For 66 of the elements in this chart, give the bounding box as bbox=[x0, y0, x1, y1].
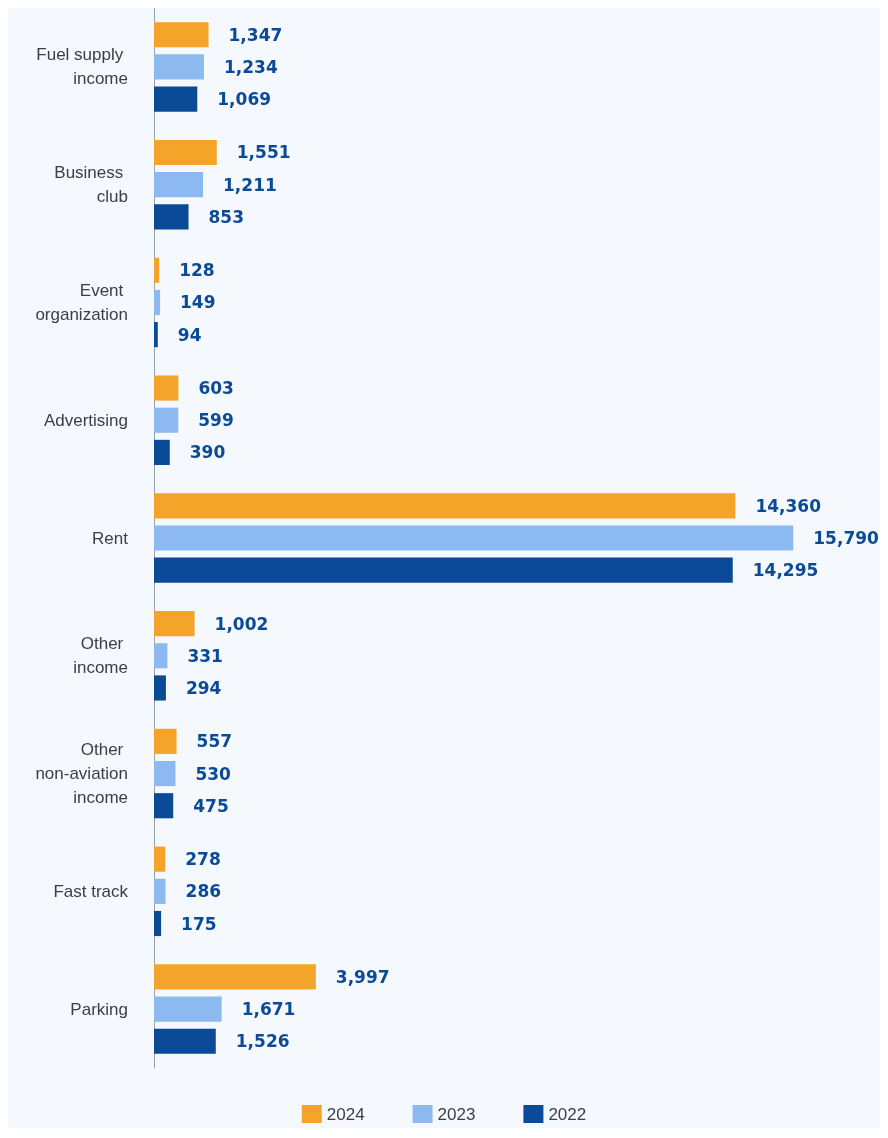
data-label: 1,551 bbox=[236, 142, 291, 163]
bar bbox=[154, 910, 162, 937]
data-label: 175 bbox=[181, 913, 217, 934]
data-label: 1,211 bbox=[223, 174, 277, 195]
y-tick-label: Business club bbox=[54, 163, 128, 207]
bar bbox=[154, 407, 179, 433]
data-label: 149 bbox=[180, 292, 216, 313]
bar bbox=[154, 996, 222, 1022]
data-label: 599 bbox=[198, 410, 234, 431]
y-tick-label: Event organization bbox=[35, 280, 128, 324]
bar bbox=[154, 375, 179, 401]
data-label: 331 bbox=[187, 645, 223, 666]
data-label: 557 bbox=[196, 731, 233, 752]
bar bbox=[154, 22, 209, 48]
data-label: 475 bbox=[193, 795, 229, 816]
bar bbox=[154, 760, 176, 787]
y-tick-label: Rent bbox=[92, 528, 129, 548]
data-label: 3,997 bbox=[335, 966, 390, 987]
data-label: 1,347 bbox=[228, 24, 283, 45]
data-label: 1,526 bbox=[235, 1031, 290, 1052]
bar bbox=[154, 139, 217, 166]
legend-label: 2023 bbox=[437, 1104, 476, 1124]
bar bbox=[154, 439, 170, 465]
bar bbox=[154, 964, 316, 990]
legend-label: 2024 bbox=[326, 1104, 365, 1124]
bar bbox=[154, 493, 736, 519]
data-label: 128 bbox=[179, 260, 215, 281]
bar bbox=[154, 643, 168, 669]
data-label: 1,671 bbox=[241, 999, 296, 1020]
bar bbox=[154, 86, 198, 112]
y-tick-label: Fuel supply income bbox=[36, 45, 128, 89]
bar bbox=[154, 611, 195, 637]
y-tick-label: Fast track bbox=[53, 881, 129, 901]
data-label: 14,295 bbox=[752, 560, 819, 581]
data-label: 278 bbox=[185, 849, 221, 870]
bar bbox=[154, 322, 158, 348]
y-tick-label: Other income bbox=[73, 634, 128, 678]
data-label: 294 bbox=[185, 677, 222, 698]
bar bbox=[154, 793, 174, 819]
data-label: 390 bbox=[189, 442, 226, 463]
bar bbox=[154, 204, 189, 230]
bar bbox=[154, 846, 166, 872]
data-label: 286 bbox=[185, 881, 222, 902]
bar bbox=[154, 675, 166, 701]
legend-label: 2022 bbox=[548, 1104, 587, 1124]
bar bbox=[154, 557, 733, 583]
data-label: 1,234 bbox=[223, 56, 278, 77]
data-label: 15,790 bbox=[813, 528, 880, 548]
bar bbox=[154, 54, 204, 80]
data-label: 1,069 bbox=[217, 89, 272, 110]
data-label: 1,002 bbox=[214, 613, 269, 634]
bar bbox=[154, 728, 177, 754]
bar bbox=[154, 257, 160, 283]
y-tick-label: Parking bbox=[70, 999, 128, 1019]
data-label: 94 bbox=[177, 324, 202, 345]
bar bbox=[154, 878, 166, 904]
data-label: 530 bbox=[195, 763, 232, 784]
bar bbox=[154, 525, 794, 551]
bar bbox=[154, 172, 204, 198]
bar bbox=[154, 289, 161, 316]
data-label: 853 bbox=[208, 206, 245, 227]
bar bbox=[154, 1028, 216, 1054]
y-tick-label: Other non-aviation income bbox=[35, 740, 128, 808]
y-tick-label: Advertising bbox=[43, 410, 128, 430]
data-label: 14,360 bbox=[755, 495, 822, 516]
data-label: 603 bbox=[198, 378, 234, 399]
